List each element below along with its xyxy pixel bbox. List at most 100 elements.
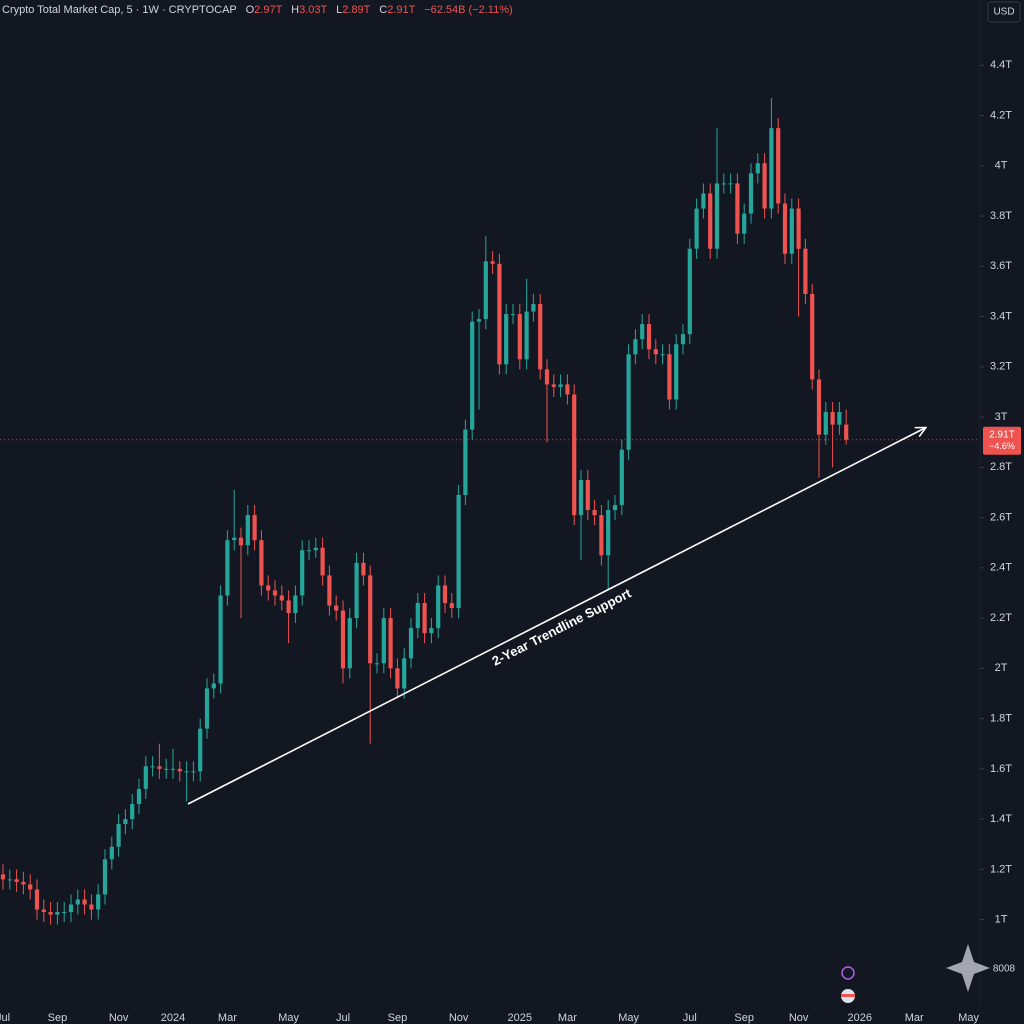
candle-body [531, 304, 536, 312]
y-tick-label: 4.4T [990, 59, 1012, 71]
candle-body [687, 248, 692, 335]
candle-body [762, 163, 767, 209]
y-tick-label: 3.4T [990, 310, 1012, 322]
candle-body [497, 263, 502, 365]
candle-body [293, 595, 298, 614]
candle-body [130, 804, 135, 820]
candle-body [340, 610, 346, 669]
candle-body [109, 846, 114, 860]
candle-body [170, 768, 176, 770]
alert-icon[interactable] [841, 966, 855, 980]
candle-body [388, 618, 393, 669]
candle-body [619, 449, 624, 506]
candle-body [674, 344, 679, 400]
candle-body [211, 683, 216, 689]
candle-body [449, 603, 454, 609]
x-tick-label: 2024 [161, 1012, 185, 1024]
candle-body [646, 324, 652, 350]
candle-body [782, 203, 788, 254]
x-tick-label: Nov [109, 1012, 129, 1024]
sparkle-icon [946, 944, 990, 992]
candle-body [123, 819, 128, 825]
candle-body [483, 261, 488, 320]
candle-body [191, 771, 196, 773]
candle-body [504, 314, 509, 365]
candle-body [313, 547, 318, 551]
legend-value: 2.91T [387, 4, 415, 16]
candle-body [157, 766, 162, 769]
candle-body [429, 628, 434, 634]
candle-body [68, 904, 74, 913]
candle-body [714, 183, 720, 249]
x-tick-label: Jul [336, 1012, 350, 1024]
candle-body [592, 510, 597, 516]
y-tick-label: 3.6T [990, 260, 1012, 272]
last-price-box [983, 426, 1021, 455]
legend-value: 2.89T [342, 4, 370, 16]
candle-body [198, 728, 203, 772]
candle-body [177, 768, 182, 772]
candle-body [422, 603, 427, 634]
candle-body [89, 904, 94, 910]
candle-body [21, 881, 26, 885]
candle-body [572, 394, 577, 516]
candle-body [286, 600, 291, 614]
candle-body [28, 884, 33, 890]
candle-body [408, 628, 414, 659]
candle-body [232, 537, 237, 541]
candle-body [55, 912, 60, 915]
candle-body [748, 173, 754, 214]
candle-body [41, 909, 46, 913]
candle-body [272, 590, 278, 596]
x-tick-label: Nov [789, 1012, 809, 1024]
candle-body [368, 575, 373, 664]
legend-value: 3.03T [299, 4, 327, 16]
candle-body [517, 314, 522, 360]
candle-body [225, 540, 230, 596]
candle-body [810, 293, 815, 380]
x-tick-label: May [278, 1012, 299, 1024]
candle-body [7, 879, 12, 881]
candle-body [48, 912, 53, 915]
x-tick-label: Mar [905, 1012, 924, 1024]
candle-body [578, 479, 584, 516]
candle-body [96, 894, 101, 910]
chart-legend: Crypto Total Market Cap, 5 · 1W · CRYPTO… [2, 4, 513, 16]
y-tick-label: 1.4T [990, 813, 1012, 825]
legend-key: O [246, 4, 255, 16]
candle-body [803, 248, 808, 294]
candle-body [816, 379, 822, 435]
y-tick-label: 3.8T [990, 210, 1012, 222]
candle-body [14, 879, 19, 882]
x-tick-label: 2025 [508, 1012, 532, 1024]
x-tick-label: Mar [218, 1012, 237, 1024]
candle-body [789, 208, 794, 254]
candle-body [415, 603, 420, 629]
flag-icon-stripe [841, 994, 855, 997]
candle-body [164, 768, 169, 770]
candle-body [245, 515, 250, 546]
candle-body [742, 213, 747, 234]
candle-body [612, 505, 618, 511]
candle-body [82, 899, 87, 905]
y-tick-label: 1.8T [990, 712, 1012, 724]
candle-body [361, 562, 366, 576]
candle-body [62, 912, 67, 914]
currency-label[interactable]: USD [993, 7, 1014, 18]
candle-body [102, 859, 108, 895]
candle-body [490, 261, 495, 264]
candle-body [769, 128, 774, 209]
x-tick-label: May [618, 1012, 639, 1024]
candle-body [680, 334, 686, 345]
candle-body [633, 339, 638, 355]
candle-body [694, 208, 699, 249]
currency-button[interactable] [987, 1, 1021, 23]
x-tick-label: Nov [449, 1012, 469, 1024]
candle-body [238, 537, 244, 546]
candle-body [218, 595, 223, 684]
x-tick-label: 2026 [848, 1012, 872, 1024]
x-tick-label: Sep [388, 1012, 408, 1024]
candle-body [558, 384, 563, 387]
chart-title: Crypto Total Market Cap, 5 · 1W · CRYPTO… [2, 4, 237, 16]
y-tick-label: 2.6T [990, 511, 1012, 523]
